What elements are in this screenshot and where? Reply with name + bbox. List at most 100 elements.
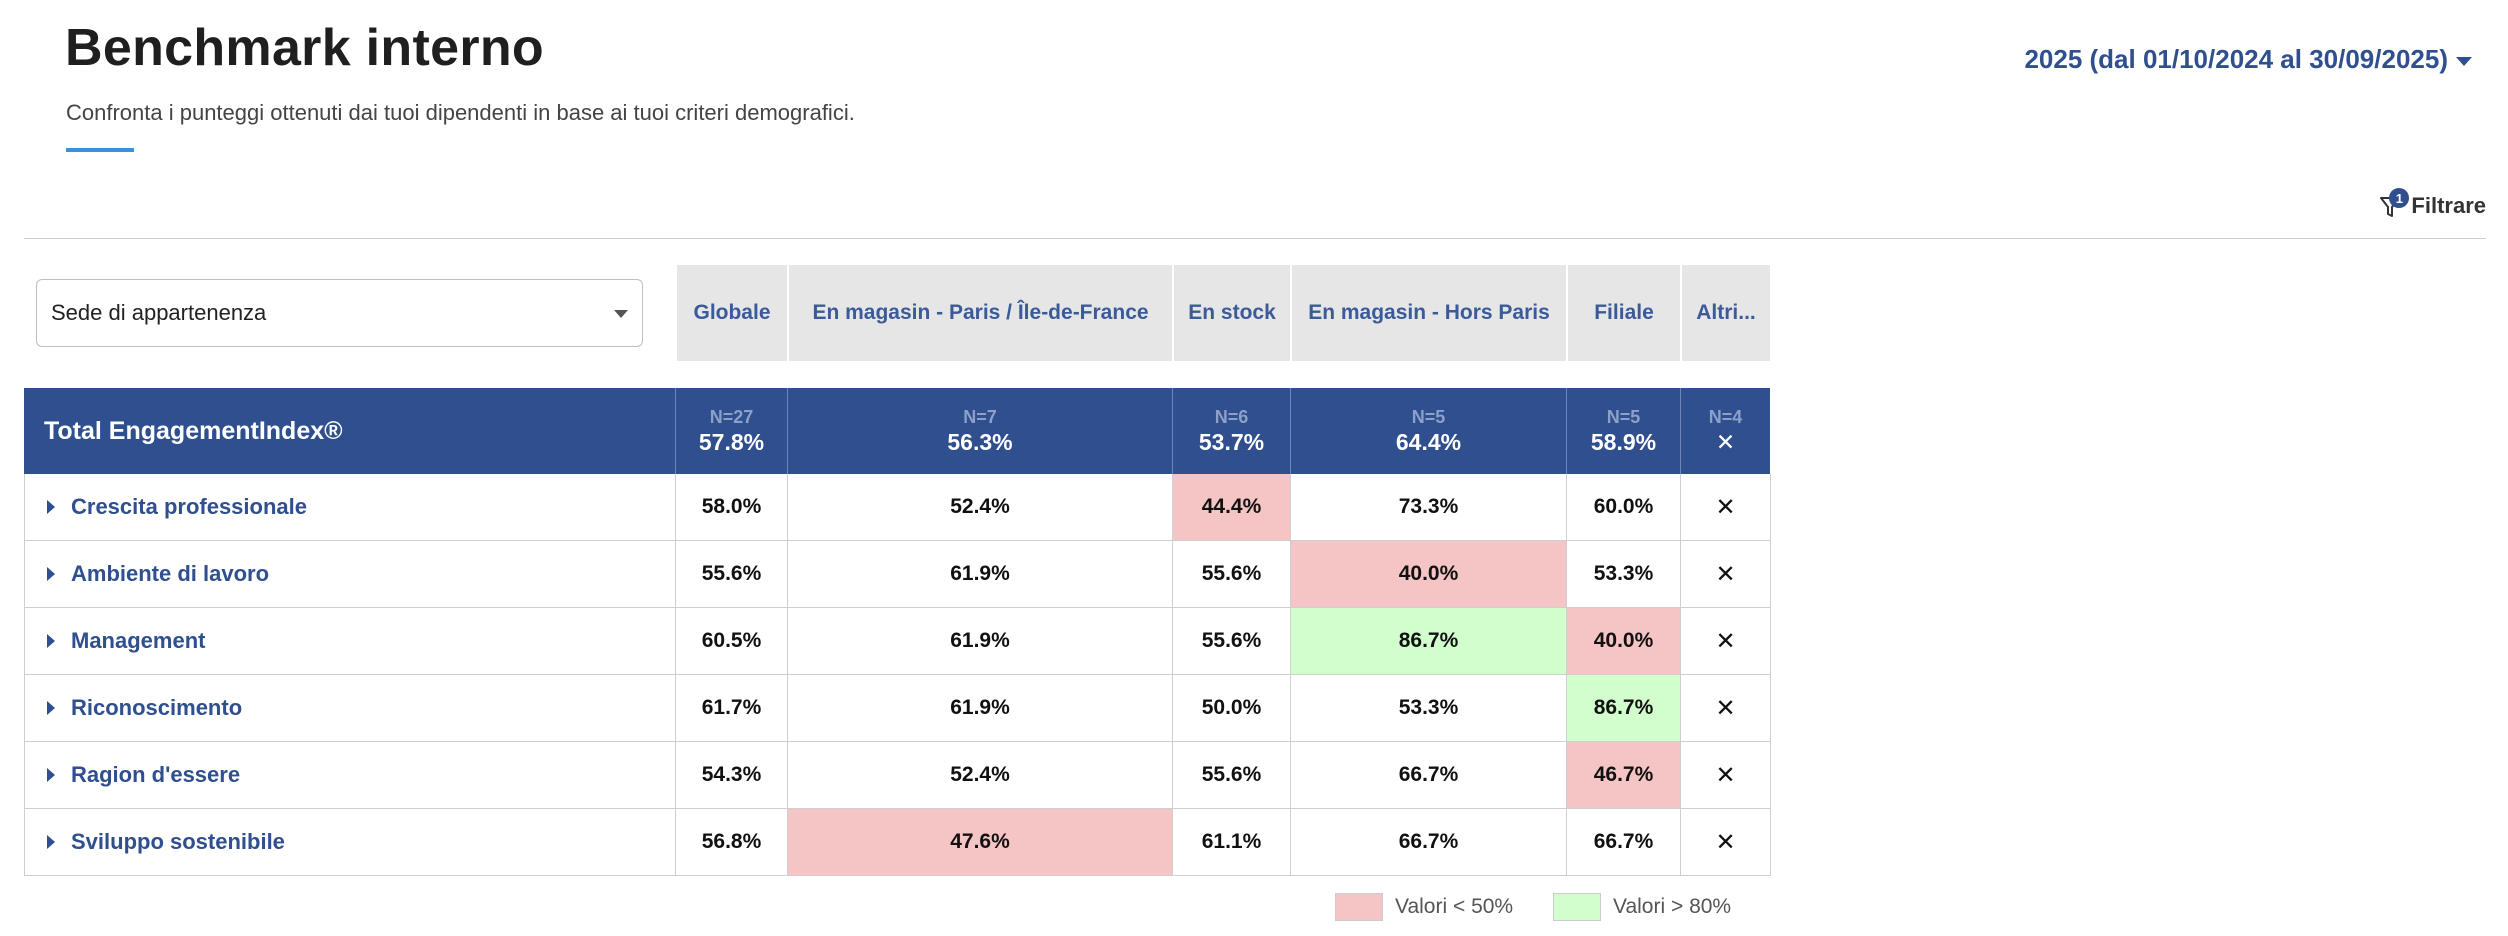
legend-label-high: Valori > 80%: [1613, 895, 1732, 918]
table-cell: 50.0%: [1173, 675, 1291, 741]
sample-size: N=7: [963, 407, 997, 427]
row-label-riconoscimento[interactable]: Riconoscimento: [25, 675, 676, 741]
filter-label: Filtrare: [2411, 193, 2486, 218]
table-cell: 55.6%: [1173, 541, 1291, 607]
close-icon: ✕: [1681, 675, 1771, 741]
total-row: Total EngagementIndex® N=27 57.8% N=7 56…: [24, 388, 1770, 474]
table-cell: 61.9%: [788, 675, 1173, 741]
table-cell-low: 46.7%: [1567, 742, 1681, 808]
close-icon: ✕: [1681, 809, 1771, 875]
column-header-stock[interactable]: En stock: [1172, 265, 1290, 361]
table-row: Sviluppo sostenibile 56.8% 47.6% 61.1% 6…: [24, 809, 1771, 876]
page-subtitle: Confronta i punteggi ottenuti dai tuoi d…: [66, 100, 855, 125]
table-cell: 55.6%: [1173, 742, 1291, 808]
header-spacer: [24, 265, 675, 361]
filter-button[interactable]: 1 Filtrare: [2379, 188, 2486, 220]
table-row: Management 60.5% 61.9% 55.6% 86.7% 40.0%…: [24, 608, 1771, 675]
close-icon: ✕: [1715, 429, 1736, 455]
sample-size: N=6: [1214, 407, 1249, 427]
sample-size: N=27: [709, 407, 754, 427]
sample-size: N=4: [1708, 407, 1743, 427]
demographic-select-value: Sede di appartenenza: [51, 300, 267, 325]
table-cell: 73.3%: [1291, 474, 1567, 540]
close-icon: ✕: [1681, 474, 1771, 540]
table-cell-low: 40.0%: [1567, 608, 1681, 674]
row-label-ambiente[interactable]: Ambiente di lavoro: [25, 541, 676, 607]
legend-swatch-low: [1335, 893, 1383, 921]
close-icon: ✕: [1681, 541, 1771, 607]
table-cell: 66.7%: [1291, 742, 1567, 808]
table-cell-low: 44.4%: [1173, 474, 1291, 540]
table-cell: 61.7%: [676, 675, 788, 741]
row-label-text: Sviluppo sostenibile: [71, 829, 285, 854]
total-value: 58.9%: [1590, 429, 1657, 455]
table-cell: 52.4%: [788, 474, 1173, 540]
column-header-paris[interactable]: En magasin - Paris / Île-de-France: [787, 265, 1172, 361]
table-header-row: Globale En magasin - Paris / Île-de-Fran…: [24, 265, 1770, 361]
filter-icon: 1: [2379, 188, 2410, 220]
table-cell: 61.9%: [788, 608, 1173, 674]
total-cell: N=27 57.8%: [675, 388, 787, 474]
total-cell: N=7 56.3%: [787, 388, 1172, 474]
chevron-down-icon: [614, 310, 628, 318]
caret-right-icon: [47, 567, 55, 581]
row-label-text: Ambiente di lavoro: [71, 561, 270, 586]
period-label: 2025 (dal 01/10/2024 al 30/09/2025): [2024, 44, 2448, 74]
column-header-filiale[interactable]: Filiale: [1566, 265, 1680, 361]
table-cell: 61.9%: [788, 541, 1173, 607]
row-label-crescita[interactable]: Crescita professionale: [25, 474, 676, 540]
caret-right-icon: [47, 835, 55, 849]
column-header-hors-paris[interactable]: En magasin - Hors Paris: [1290, 265, 1566, 361]
caret-right-icon: [47, 768, 55, 782]
row-label-text: Crescita professionale: [71, 494, 307, 519]
demographic-select[interactable]: Sede di appartenenza: [36, 279, 643, 347]
row-label-sviluppo[interactable]: Sviluppo sostenibile: [25, 809, 676, 875]
total-cell: N=5 58.9%: [1566, 388, 1680, 474]
row-label-ragion[interactable]: Ragion d'essere: [25, 742, 676, 808]
table-cell: 54.3%: [676, 742, 788, 808]
table-row: Crescita professionale 58.0% 52.4% 44.4%…: [24, 474, 1771, 541]
legend-label-low: Valori < 50%: [1395, 895, 1514, 918]
page-title: Benchmark interno: [65, 19, 544, 77]
table-cell: 66.7%: [1567, 809, 1681, 875]
period-dropdown[interactable]: 2025 (dal 01/10/2024 al 30/09/2025): [2024, 44, 2472, 75]
total-cell: N=5 64.4%: [1290, 388, 1566, 474]
table-cell: 61.1%: [1173, 809, 1291, 875]
close-icon: ✕: [1681, 608, 1771, 674]
legend-low: Valori < 50%: [1335, 893, 1513, 921]
title-underline: [66, 148, 134, 152]
table-cell-low: 40.0%: [1291, 541, 1567, 607]
table-cell: 60.0%: [1567, 474, 1681, 540]
table-cell: 56.8%: [676, 809, 788, 875]
column-header-altri[interactable]: Altri...: [1680, 265, 1770, 361]
row-label-management[interactable]: Management: [25, 608, 676, 674]
close-icon: ✕: [1681, 742, 1771, 808]
legend-swatch-high: [1553, 893, 1601, 921]
row-label-text: Ragion d'essere: [71, 762, 241, 787]
sample-size: N=5: [1411, 407, 1446, 427]
caret-right-icon: [47, 634, 55, 648]
table-cell-high: 86.7%: [1291, 608, 1567, 674]
total-value: 53.7%: [1198, 429, 1265, 455]
total-value: 57.8%: [698, 429, 765, 455]
row-label-text: Management: [71, 628, 206, 653]
table-cell: 53.3%: [1291, 675, 1567, 741]
table-cell-high: 86.7%: [1567, 675, 1681, 741]
legend-high: Valori > 80%: [1553, 893, 1731, 921]
table-row: Ragion d'essere 54.3% 52.4% 55.6% 66.7% …: [24, 742, 1771, 809]
total-value: 56.3%: [947, 429, 1013, 455]
total-label: Total EngagementIndex®: [44, 416, 343, 445]
column-header-globale[interactable]: Globale: [675, 265, 787, 361]
divider: [24, 238, 2486, 239]
table-cell-low: 47.6%: [788, 809, 1173, 875]
caret-right-icon: [47, 701, 55, 715]
total-cell: N=4 ✕: [1680, 388, 1770, 474]
table-cell: 55.6%: [676, 541, 788, 607]
table-cell: 66.7%: [1291, 809, 1567, 875]
total-cell: N=6 53.7%: [1172, 388, 1290, 474]
row-label-text: Riconoscimento: [71, 695, 243, 720]
total-value: 64.4%: [1395, 429, 1462, 455]
chevron-down-icon: [2456, 57, 2472, 66]
table-row: Riconoscimento 61.7% 61.9% 50.0% 53.3% 8…: [24, 675, 1771, 742]
caret-right-icon: [47, 500, 55, 514]
